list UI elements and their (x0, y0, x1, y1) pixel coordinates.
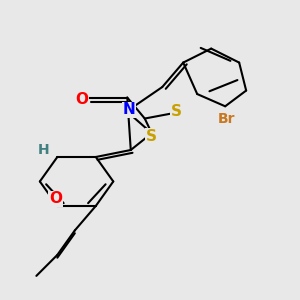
Text: H: H (38, 143, 49, 157)
Text: O: O (75, 92, 88, 107)
Text: O: O (49, 191, 62, 206)
Text: N: N (123, 102, 135, 117)
Text: S: S (146, 128, 157, 143)
Text: S: S (171, 104, 182, 119)
Text: Br: Br (218, 112, 236, 125)
